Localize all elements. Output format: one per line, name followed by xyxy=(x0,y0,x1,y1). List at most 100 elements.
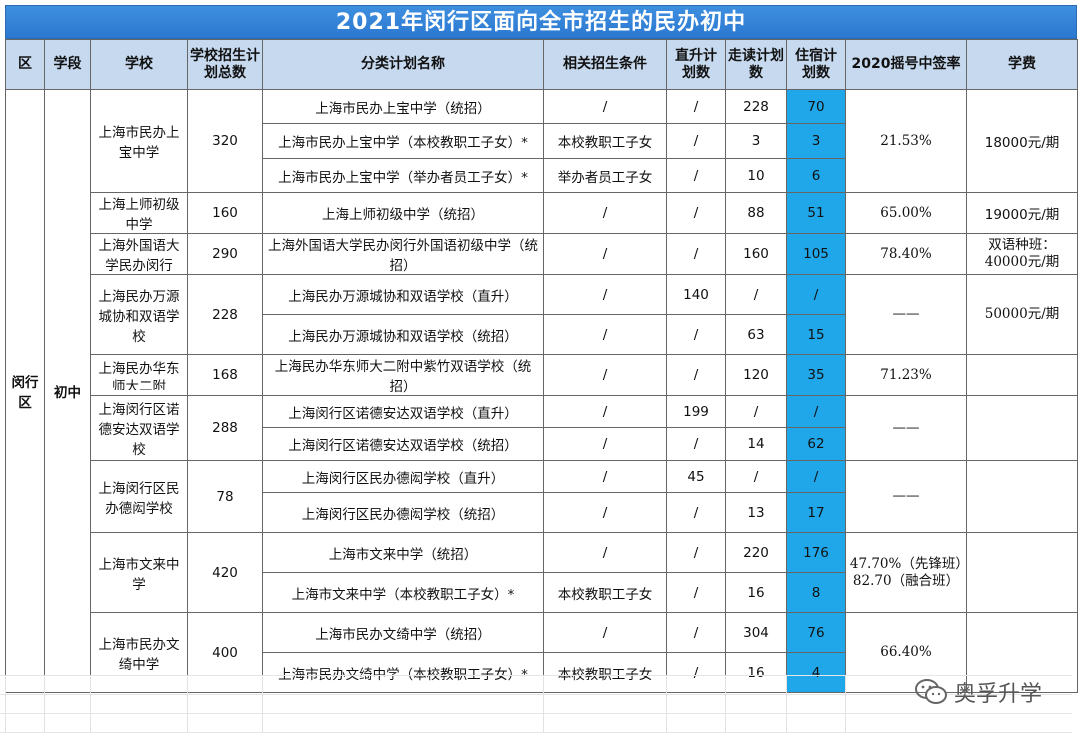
plan-direct: / xyxy=(666,192,726,234)
plan-day: 16 xyxy=(725,572,787,613)
plan-day: 3 xyxy=(725,123,787,159)
header-school: 学校 xyxy=(90,39,188,90)
tuition xyxy=(966,395,1078,461)
table-row: 上海民办华东师大二附 168 上海民办华东师大二附中紫竹双语学校（统招） / /… xyxy=(6,354,1078,396)
plan-condition: / xyxy=(543,233,667,275)
plan-condition: 本校教职工子女 xyxy=(543,572,667,613)
plan-board: 51 xyxy=(786,192,846,234)
plan-name: 上海闵行区民办德闳学校（直升） xyxy=(262,460,544,493)
plan-condition: / xyxy=(543,612,667,653)
plan-day: 304 xyxy=(725,612,787,653)
plan-day: 10 xyxy=(725,158,787,193)
plan-direct: 45 xyxy=(666,460,726,493)
table-row: 闵行区 初中 上海市民办上宝中学 320 上海市民办上宝中学（统招） / / 2… xyxy=(5,89,1078,693)
header-lottery-rate: 2020摇号中签率 xyxy=(845,39,967,90)
table-row: 上海民办万源城协和双语学校 228 上海民办万源城协和双语学校（直升） / 14… xyxy=(6,274,1078,355)
school-total: 160 xyxy=(187,192,263,234)
plan-name: 上海市民办上宝中学（本校教职工子女）* xyxy=(262,123,544,159)
tuition: 18000元/期 xyxy=(966,89,1078,193)
table-row: 上海闵行区民办德闳学校 78 上海闵行区民办德闳学校（直升） / 45 / / … xyxy=(6,460,1078,533)
plan-name: 上海外国语大学民办闵行外国语初级中学（统招） xyxy=(262,233,544,275)
plan-name: 上海市民办上宝中学（举办者员工子女）* xyxy=(262,158,544,193)
school-total: 420 xyxy=(187,532,263,613)
lottery-rate: —— xyxy=(845,274,967,355)
header-board: 住宿计划数 xyxy=(786,39,846,90)
school-name: 上海外国语大学民办闵行 xyxy=(90,233,188,275)
plan-name: 上海闵行区诺德安达双语学校（统招） xyxy=(262,427,544,461)
lottery-rate: —— xyxy=(845,395,967,461)
plan-board: 3 xyxy=(786,123,846,159)
plan-name: 上海民办华东师大二附中紫竹双语学校（统招） xyxy=(262,354,544,396)
plan-direct: / xyxy=(666,314,726,355)
plan-board: 176 xyxy=(786,532,846,573)
header-direct: 直升计划数 xyxy=(666,39,726,90)
header-conditions: 相关招生条件 xyxy=(543,39,667,90)
plan-day: / xyxy=(725,274,787,315)
district-cell: 闵行区 xyxy=(5,89,45,693)
plan-condition: / xyxy=(543,314,667,355)
lottery-rate: 71.23% xyxy=(845,354,967,396)
watermark-text: 奥孚升学 xyxy=(953,682,1042,707)
table-row: 上海民办万源城协和双语学校（统招） / / 63 15 xyxy=(6,314,1078,355)
school-total: 168 xyxy=(187,354,263,396)
plan-board: 62 xyxy=(786,427,846,461)
plan-day: / xyxy=(725,395,787,428)
plan-board: / xyxy=(786,395,846,428)
plan-condition: 举办者员工子女 xyxy=(543,158,667,193)
plan-name: 上海上师初级中学（统招） xyxy=(262,192,544,234)
plan-board: / xyxy=(786,460,846,493)
table-row: 上海市民办文绮中学 400 上海市民办文绮中学（统招） / / 304 76 6… xyxy=(6,612,1078,693)
plan-day: 88 xyxy=(725,192,787,234)
school-name: 上海民办万源城协和双语学校 xyxy=(90,274,188,355)
plan-direct: / xyxy=(666,89,726,124)
header-district: 区 xyxy=(5,39,45,90)
plan-day: 160 xyxy=(725,233,787,275)
plan-name: 上海闵行区民办德闳学校（统招） xyxy=(262,492,544,533)
school-name: 上海民办华东师大二附 xyxy=(90,354,188,396)
school-name: 上海闵行区民办德闳学校 xyxy=(90,460,188,533)
watermark: 奥孚升学 xyxy=(914,676,1042,708)
plan-direct: 199 xyxy=(666,395,726,428)
plan-direct: / xyxy=(666,158,726,193)
plan-board: 15 xyxy=(786,314,846,355)
plan-condition: / xyxy=(543,354,667,396)
header-row: 区 学段 学校 学校招生计划总数 分类计划名称 相关招生条件 直升计划数 走读计… xyxy=(5,39,1078,90)
plan-name: 上海市文来中学（本校教职工子女）* xyxy=(262,572,544,613)
table-row: 上海闵行区诺德安达双语学校（统招） / / 14 62 xyxy=(6,427,1078,461)
plan-day: 120 xyxy=(725,354,787,396)
plan-condition: / xyxy=(543,192,667,234)
tuition: 50000元/期 xyxy=(966,274,1078,355)
tuition: 19000元/期 xyxy=(966,192,1078,234)
plan-board: 8 xyxy=(786,572,846,613)
plan-condition: / xyxy=(543,274,667,315)
plan-name: 上海市文来中学（统招） xyxy=(262,532,544,573)
school-total: 228 xyxy=(187,274,263,355)
school-name: 上海闵行区诺德安达双语学校 xyxy=(90,395,188,461)
plan-board: 70 xyxy=(786,89,846,124)
table-row: 上海市文来中学（本校教职工子女）* 本校教职工子女 / 16 8 xyxy=(6,572,1078,613)
table-row: 上海闵行区民办德闳学校（统招） / / 13 17 xyxy=(6,492,1078,533)
table-row: 上海闵行区诺德安达双语学校 288 上海闵行区诺德安达双语学校（直升） / 19… xyxy=(6,395,1078,461)
table-row: 上海上师初级中学 160 上海上师初级中学（统招） / / 88 51 65.0… xyxy=(6,192,1078,234)
plan-name: 上海闵行区诺德安达双语学校（直升） xyxy=(262,395,544,428)
stage-cell: 初中 xyxy=(44,89,91,693)
plan-board: 76 xyxy=(786,612,846,653)
header-tuition: 学费 xyxy=(966,39,1078,90)
plan-board: / xyxy=(786,274,846,315)
plan-day: 228 xyxy=(725,89,787,124)
plan-direct: / xyxy=(666,233,726,275)
plan-condition: 本校教职工子女 xyxy=(543,123,667,159)
plan-board: 17 xyxy=(786,492,846,533)
table-row: 上海外国语大学民办闵行 290 上海外国语大学民办闵行外国语初级中学（统招） /… xyxy=(6,233,1078,275)
plan-condition: / xyxy=(543,427,667,461)
school-total: 288 xyxy=(187,395,263,461)
table-title: 2021年闵行区面向全市招生的民办初中 xyxy=(5,5,1077,39)
school-name: 上海市民办上宝中学 xyxy=(90,89,188,193)
table-row: 上海市民办上宝中学（本校教职工子女）* 本校教职工子女 / 3 3 xyxy=(6,123,1078,159)
table-row: 上海市文来中学 420 上海市文来中学（统招） / / 220 176 47.7… xyxy=(6,532,1078,613)
empty-spreadsheet-rows xyxy=(0,675,1072,733)
plan-day: 13 xyxy=(725,492,787,533)
wechat-icon xyxy=(914,679,947,704)
lottery-rate: —— xyxy=(845,460,967,533)
header-plan-name: 分类计划名称 xyxy=(262,39,544,90)
